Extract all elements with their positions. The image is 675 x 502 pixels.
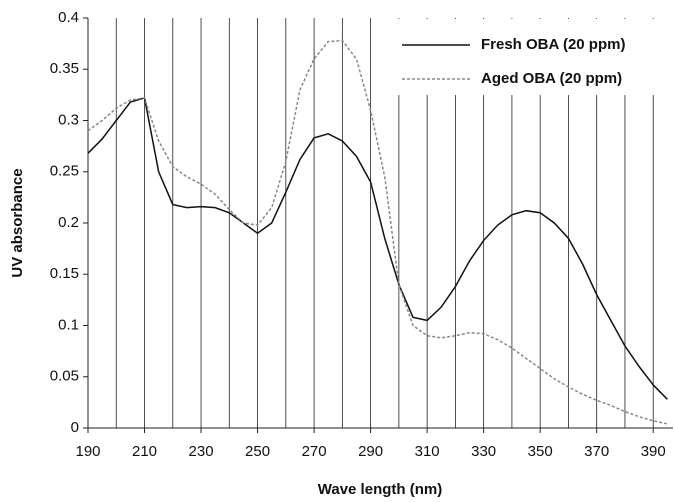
- line-series: [87, 97, 668, 400]
- line-series: [87, 39, 668, 425]
- x-tick-label: 230: [189, 443, 214, 460]
- y-tick-label: 0: [71, 419, 79, 436]
- x-tick-label: 210: [132, 443, 157, 460]
- legend-label: Aged OBA (20 ppm): [481, 70, 622, 87]
- x-tick-label: 190: [75, 443, 100, 460]
- y-tick-label: 0.2: [58, 214, 79, 231]
- legend-label: Fresh OBA (20 ppm): [481, 36, 625, 53]
- x-tick-label: 270: [302, 443, 327, 460]
- x-tick-label: 390: [641, 443, 666, 460]
- x-axis-title: Wave length (nm): [318, 481, 442, 498]
- y-tick-label: 0.25: [50, 163, 79, 180]
- x-tick-label: 330: [471, 443, 496, 460]
- legend-box: [392, 19, 672, 95]
- x-tick-label: 310: [415, 443, 440, 460]
- x-tick-label: 250: [245, 443, 270, 460]
- x-tick-label: 370: [584, 443, 609, 460]
- x-tick-label: 290: [358, 443, 383, 460]
- y-tick-label: 0.35: [50, 60, 79, 77]
- y-axis-title: UV absorbance: [9, 168, 26, 277]
- y-tick-label: 0.3: [58, 111, 79, 128]
- x-tick-label: 350: [528, 443, 553, 460]
- y-tick-label: 0.15: [50, 265, 79, 282]
- y-tick-label: 0.1: [58, 316, 79, 333]
- y-tick-label: 0.05: [50, 368, 79, 385]
- y-tick-label: 0.4: [58, 9, 79, 26]
